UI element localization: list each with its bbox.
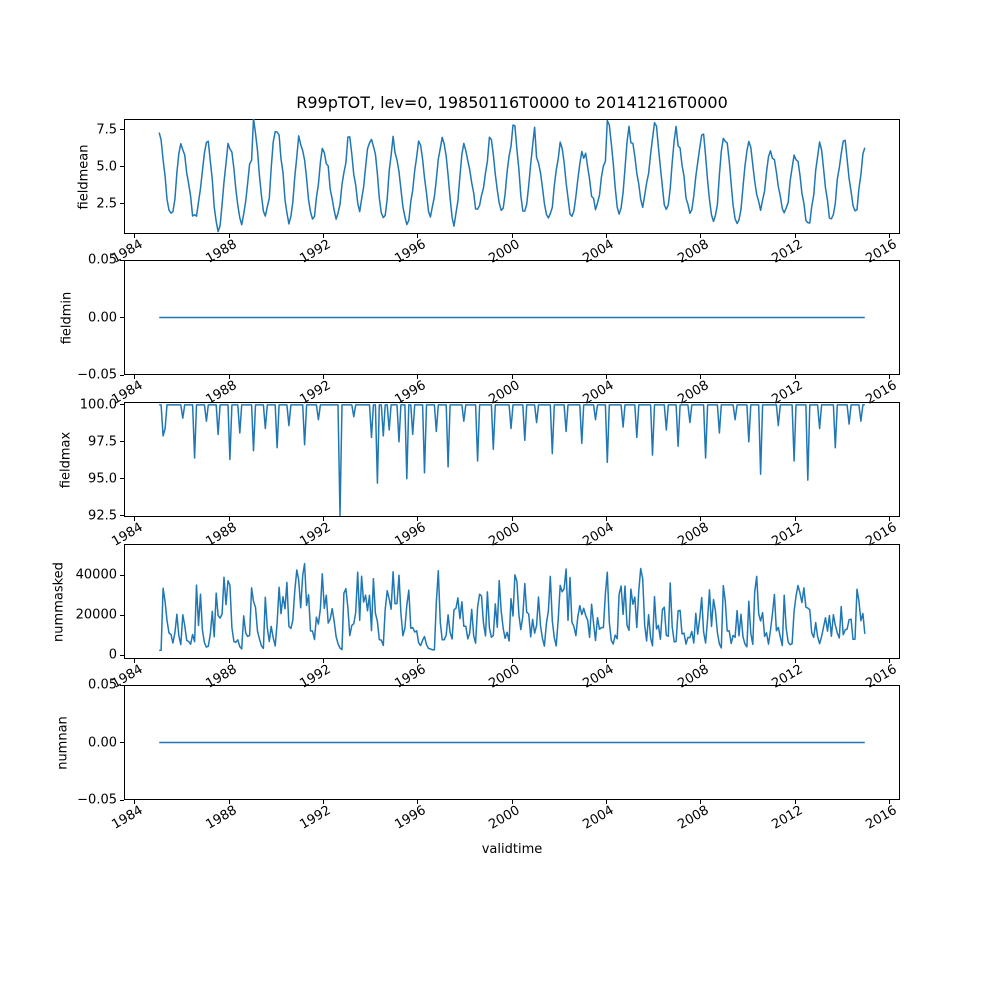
x-tick [511,659,513,663]
x-tick [417,659,419,663]
x-tick-label: 2012 [769,803,806,833]
y-axis-label-fieldmin: fieldmin [59,291,75,344]
x-tick-label: 1992 [297,803,334,833]
y-tick [120,259,124,261]
y-tick [120,374,124,376]
x-tick [605,659,607,663]
x-tick [322,517,324,521]
y-tick-label: 97.5 [88,434,117,450]
x-tick [888,375,890,379]
x-tick-label: 2016 [863,803,900,833]
y-tick-label: 92.5 [88,508,117,523]
x-tick [700,659,702,663]
x-tick [322,234,324,238]
y-tick [120,404,124,406]
x-tick [322,375,324,379]
y-tick-label: 0.00 [88,735,117,750]
y-axis-label-fieldmean: fieldmean [76,144,92,209]
subplot-numnan [124,685,900,800]
x-tick [417,800,419,804]
y-tick [120,684,124,686]
x-tick [134,517,136,521]
y-tick [120,614,124,616]
x-tick [134,659,136,663]
y-tick-label: 95.0 [88,471,117,487]
x-axis-label: validtime [481,842,543,857]
x-tick [134,234,136,238]
y-tick [120,203,124,205]
x-tick [605,375,607,379]
x-tick [794,375,796,379]
x-tick [700,800,702,804]
y-tick [120,574,124,576]
y-tick-label: −0.05 [77,367,117,383]
y-axis-label-fieldmax: fieldmax [58,431,74,488]
y-tick [120,654,124,656]
x-tick [700,375,702,379]
x-tick [134,375,136,379]
x-tick [700,517,702,521]
x-tick [794,659,796,663]
y-tick-label: 0.05 [88,252,117,268]
x-tick [322,659,324,663]
x-tick-label: 2000 [486,803,523,833]
x-tick [888,234,890,238]
x-tick [511,517,513,521]
x-tick [228,234,230,238]
x-tick [700,234,702,238]
x-tick [888,517,890,521]
x-tick [794,517,796,521]
x-tick [322,800,324,804]
x-tick [228,659,230,663]
x-tick [794,800,796,804]
x-tick [888,659,890,663]
subplot-fieldmin [124,260,900,375]
x-tick [511,800,513,804]
y-tick-label: 20000 [75,607,117,623]
x-tick-label: 2008 [675,803,712,833]
y-tick [120,166,124,168]
x-tick [228,517,230,521]
x-tick [605,234,607,238]
x-tick [417,375,419,379]
chart-title: R99pTOT, lev=0, 19850116T0000 to 2014121… [296,93,728,112]
x-tick [888,800,890,804]
y-tick-label: 2.5 [96,196,117,212]
y-tick-label: 0 [108,647,117,663]
subplot-fieldmean [124,119,900,234]
x-tick [134,800,136,804]
y-tick-label: 100.0 [79,397,117,413]
y-tick [120,799,124,801]
x-tick-label: 1988 [203,803,240,833]
x-tick [228,800,230,804]
subplot-fieldmax [124,402,900,517]
y-tick-label: 5.0 [96,159,117,175]
y-axis-label-nummasked: nummasked [51,561,67,642]
y-tick [120,742,124,743]
y-tick [120,478,124,480]
x-tick [228,375,230,379]
x-tick [605,517,607,521]
y-tick-label: 40000 [75,567,117,583]
x-tick [417,517,419,521]
x-tick [511,234,513,238]
y-tick-label: 0.00 [88,310,117,325]
y-tick [120,317,124,318]
y-tick [120,515,124,516]
y-tick [120,129,124,131]
x-tick [794,234,796,238]
x-tick-label: 1996 [392,803,429,833]
y-tick-label: −0.05 [77,792,117,808]
x-tick [605,800,607,804]
y-axis-label-numnan: numnan [55,715,71,770]
x-tick [511,375,513,379]
x-tick [417,234,419,238]
y-tick [120,441,124,443]
y-tick-label: 0.05 [88,677,117,693]
subplot-nummasked [124,544,900,659]
x-tick-label: 2004 [580,803,617,833]
y-tick-label: 7.5 [96,122,117,138]
